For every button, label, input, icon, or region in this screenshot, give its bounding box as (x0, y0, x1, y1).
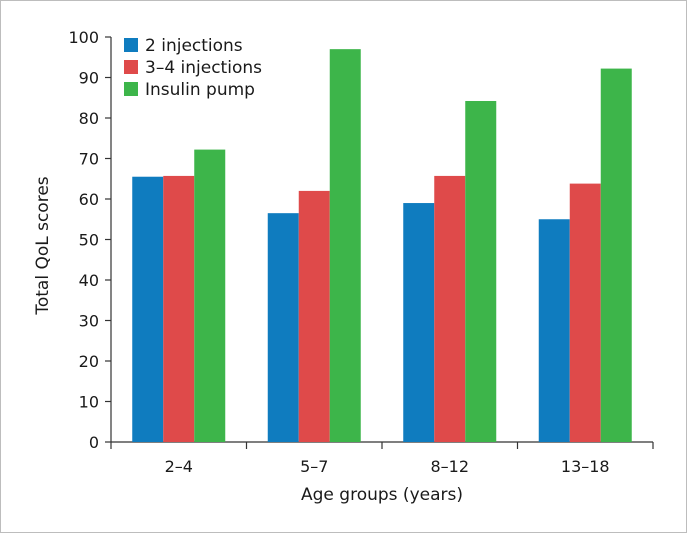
bar (329, 49, 361, 443)
legend-swatch (124, 38, 138, 52)
y-tick-label: 40 (79, 271, 99, 290)
chart-bars (132, 49, 632, 443)
bar (298, 190, 330, 442)
bar (267, 213, 299, 442)
bar (403, 203, 435, 442)
y-tick-label: 80 (79, 109, 99, 128)
legend-swatch (124, 82, 138, 96)
y-axis-title: Total QoL scores (33, 176, 53, 315)
y-tick-label: 50 (79, 231, 99, 250)
x-tick-label: 2–4 (165, 457, 193, 476)
legend-label: 3–4 injections (145, 58, 262, 78)
legend-swatch (124, 60, 138, 74)
y-tick-label: 10 (79, 393, 99, 412)
y-tick-label: 30 (79, 312, 99, 331)
y-tick-label: 90 (79, 69, 99, 88)
x-axis-title: Age groups (years) (301, 485, 463, 505)
bar (465, 100, 497, 443)
bar (434, 175, 466, 443)
y-tick-label: 70 (79, 150, 99, 169)
bar (569, 183, 601, 443)
x-tick-label: 13–18 (561, 457, 610, 476)
bar (538, 219, 570, 442)
y-tick-label: 20 (79, 352, 99, 371)
bar (600, 68, 632, 442)
x-tick-label: 8–12 (430, 457, 469, 476)
bar (163, 175, 195, 443)
bar (132, 176, 164, 442)
y-tick-label: 100 (68, 28, 99, 47)
y-tick-label: 60 (79, 190, 99, 209)
y-tick-label: 0 (89, 433, 99, 452)
bar (194, 149, 226, 442)
legend-label: 2 injections (145, 36, 243, 56)
chart-axes: 0 10 20 30 40 50 60 70 80 90 100 2–4 5–7 8–12 13–18 (68, 28, 654, 476)
legend-label: Insulin pump (145, 80, 255, 100)
x-tick-label: 5–7 (300, 457, 328, 476)
